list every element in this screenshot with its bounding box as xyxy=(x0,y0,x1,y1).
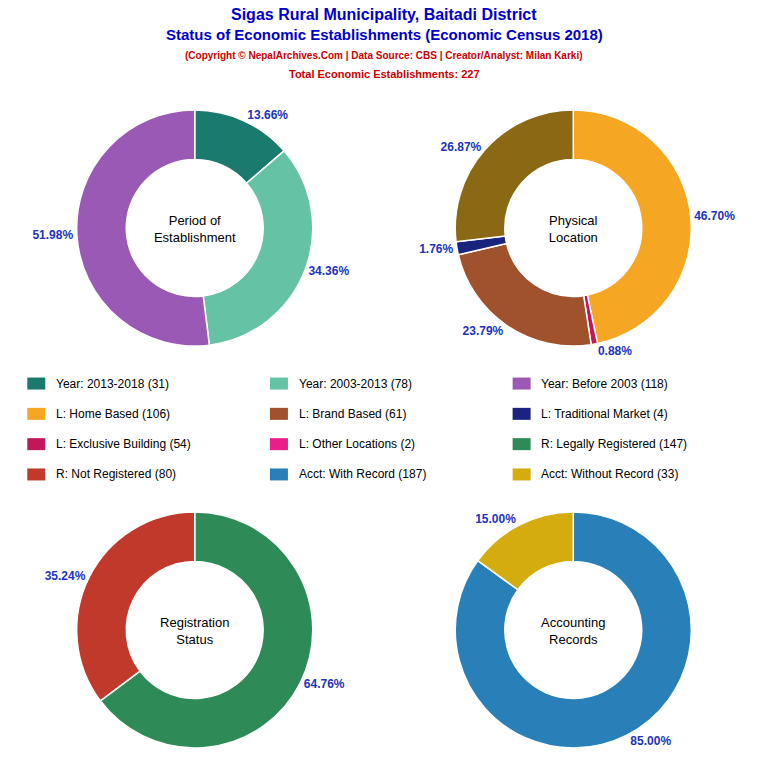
svg-text:PhysicalLocation: PhysicalLocation xyxy=(549,213,598,245)
svg-text:Sigas Rural Municipality, Bait: Sigas Rural Municipality, Baitadi Distri… xyxy=(231,6,537,23)
svg-text:1.76%: 1.76% xyxy=(419,242,453,256)
svg-text:R: Legally Registered (147): R: Legally Registered (147) xyxy=(541,437,687,451)
svg-text:L: Exclusive Building (54): L: Exclusive Building (54) xyxy=(56,437,191,451)
svg-text:Status of Economic Establishme: Status of Economic Establishments (Econo… xyxy=(166,26,603,43)
svg-text:13.66%: 13.66% xyxy=(247,108,288,122)
svg-text:L: Other Locations (2): L: Other Locations (2) xyxy=(299,437,415,451)
svg-text:35.24%: 35.24% xyxy=(45,569,86,583)
svg-text:Acct: Without Record (33): Acct: Without Record (33) xyxy=(541,467,678,481)
svg-text:L: Home Based (106): L: Home Based (106) xyxy=(56,407,170,421)
svg-text:Year: 2003-2013 (78): Year: 2003-2013 (78) xyxy=(299,377,412,391)
svg-text:34.36%: 34.36% xyxy=(308,264,349,278)
svg-text:23.79%: 23.79% xyxy=(463,324,504,338)
svg-text:46.70%: 46.70% xyxy=(694,209,735,223)
svg-text:L: Brand Based (61): L: Brand Based (61) xyxy=(299,407,406,421)
svg-text:AccountingRecords: AccountingRecords xyxy=(541,615,605,647)
svg-text:26.87%: 26.87% xyxy=(441,140,482,154)
svg-text:(Copyright © NepalArchives.Com: (Copyright © NepalArchives.Com | Data So… xyxy=(185,50,583,61)
svg-text:64.76%: 64.76% xyxy=(304,677,345,691)
svg-text:85.00%: 85.00% xyxy=(630,734,671,748)
svg-text:R: Not Registered (80): R: Not Registered (80) xyxy=(56,467,176,481)
svg-text:Acct: With Record (187): Acct: With Record (187) xyxy=(299,467,426,481)
svg-text:0.88%: 0.88% xyxy=(598,344,632,358)
svg-text:Year: Before 2003 (118): Year: Before 2003 (118) xyxy=(541,377,668,391)
svg-text:Total Economic Establishments:: Total Economic Establishments: 227 xyxy=(289,68,480,80)
svg-text:Period ofEstablishment: Period ofEstablishment xyxy=(154,213,236,245)
svg-text:15.00%: 15.00% xyxy=(475,512,516,526)
svg-text:RegistrationStatus: RegistrationStatus xyxy=(160,615,229,647)
svg-text:Year: 2013-2018 (31): Year: 2013-2018 (31) xyxy=(56,377,169,391)
svg-text:51.98%: 51.98% xyxy=(32,228,73,242)
svg-text:L: Traditional Market (4): L: Traditional Market (4) xyxy=(541,407,668,421)
